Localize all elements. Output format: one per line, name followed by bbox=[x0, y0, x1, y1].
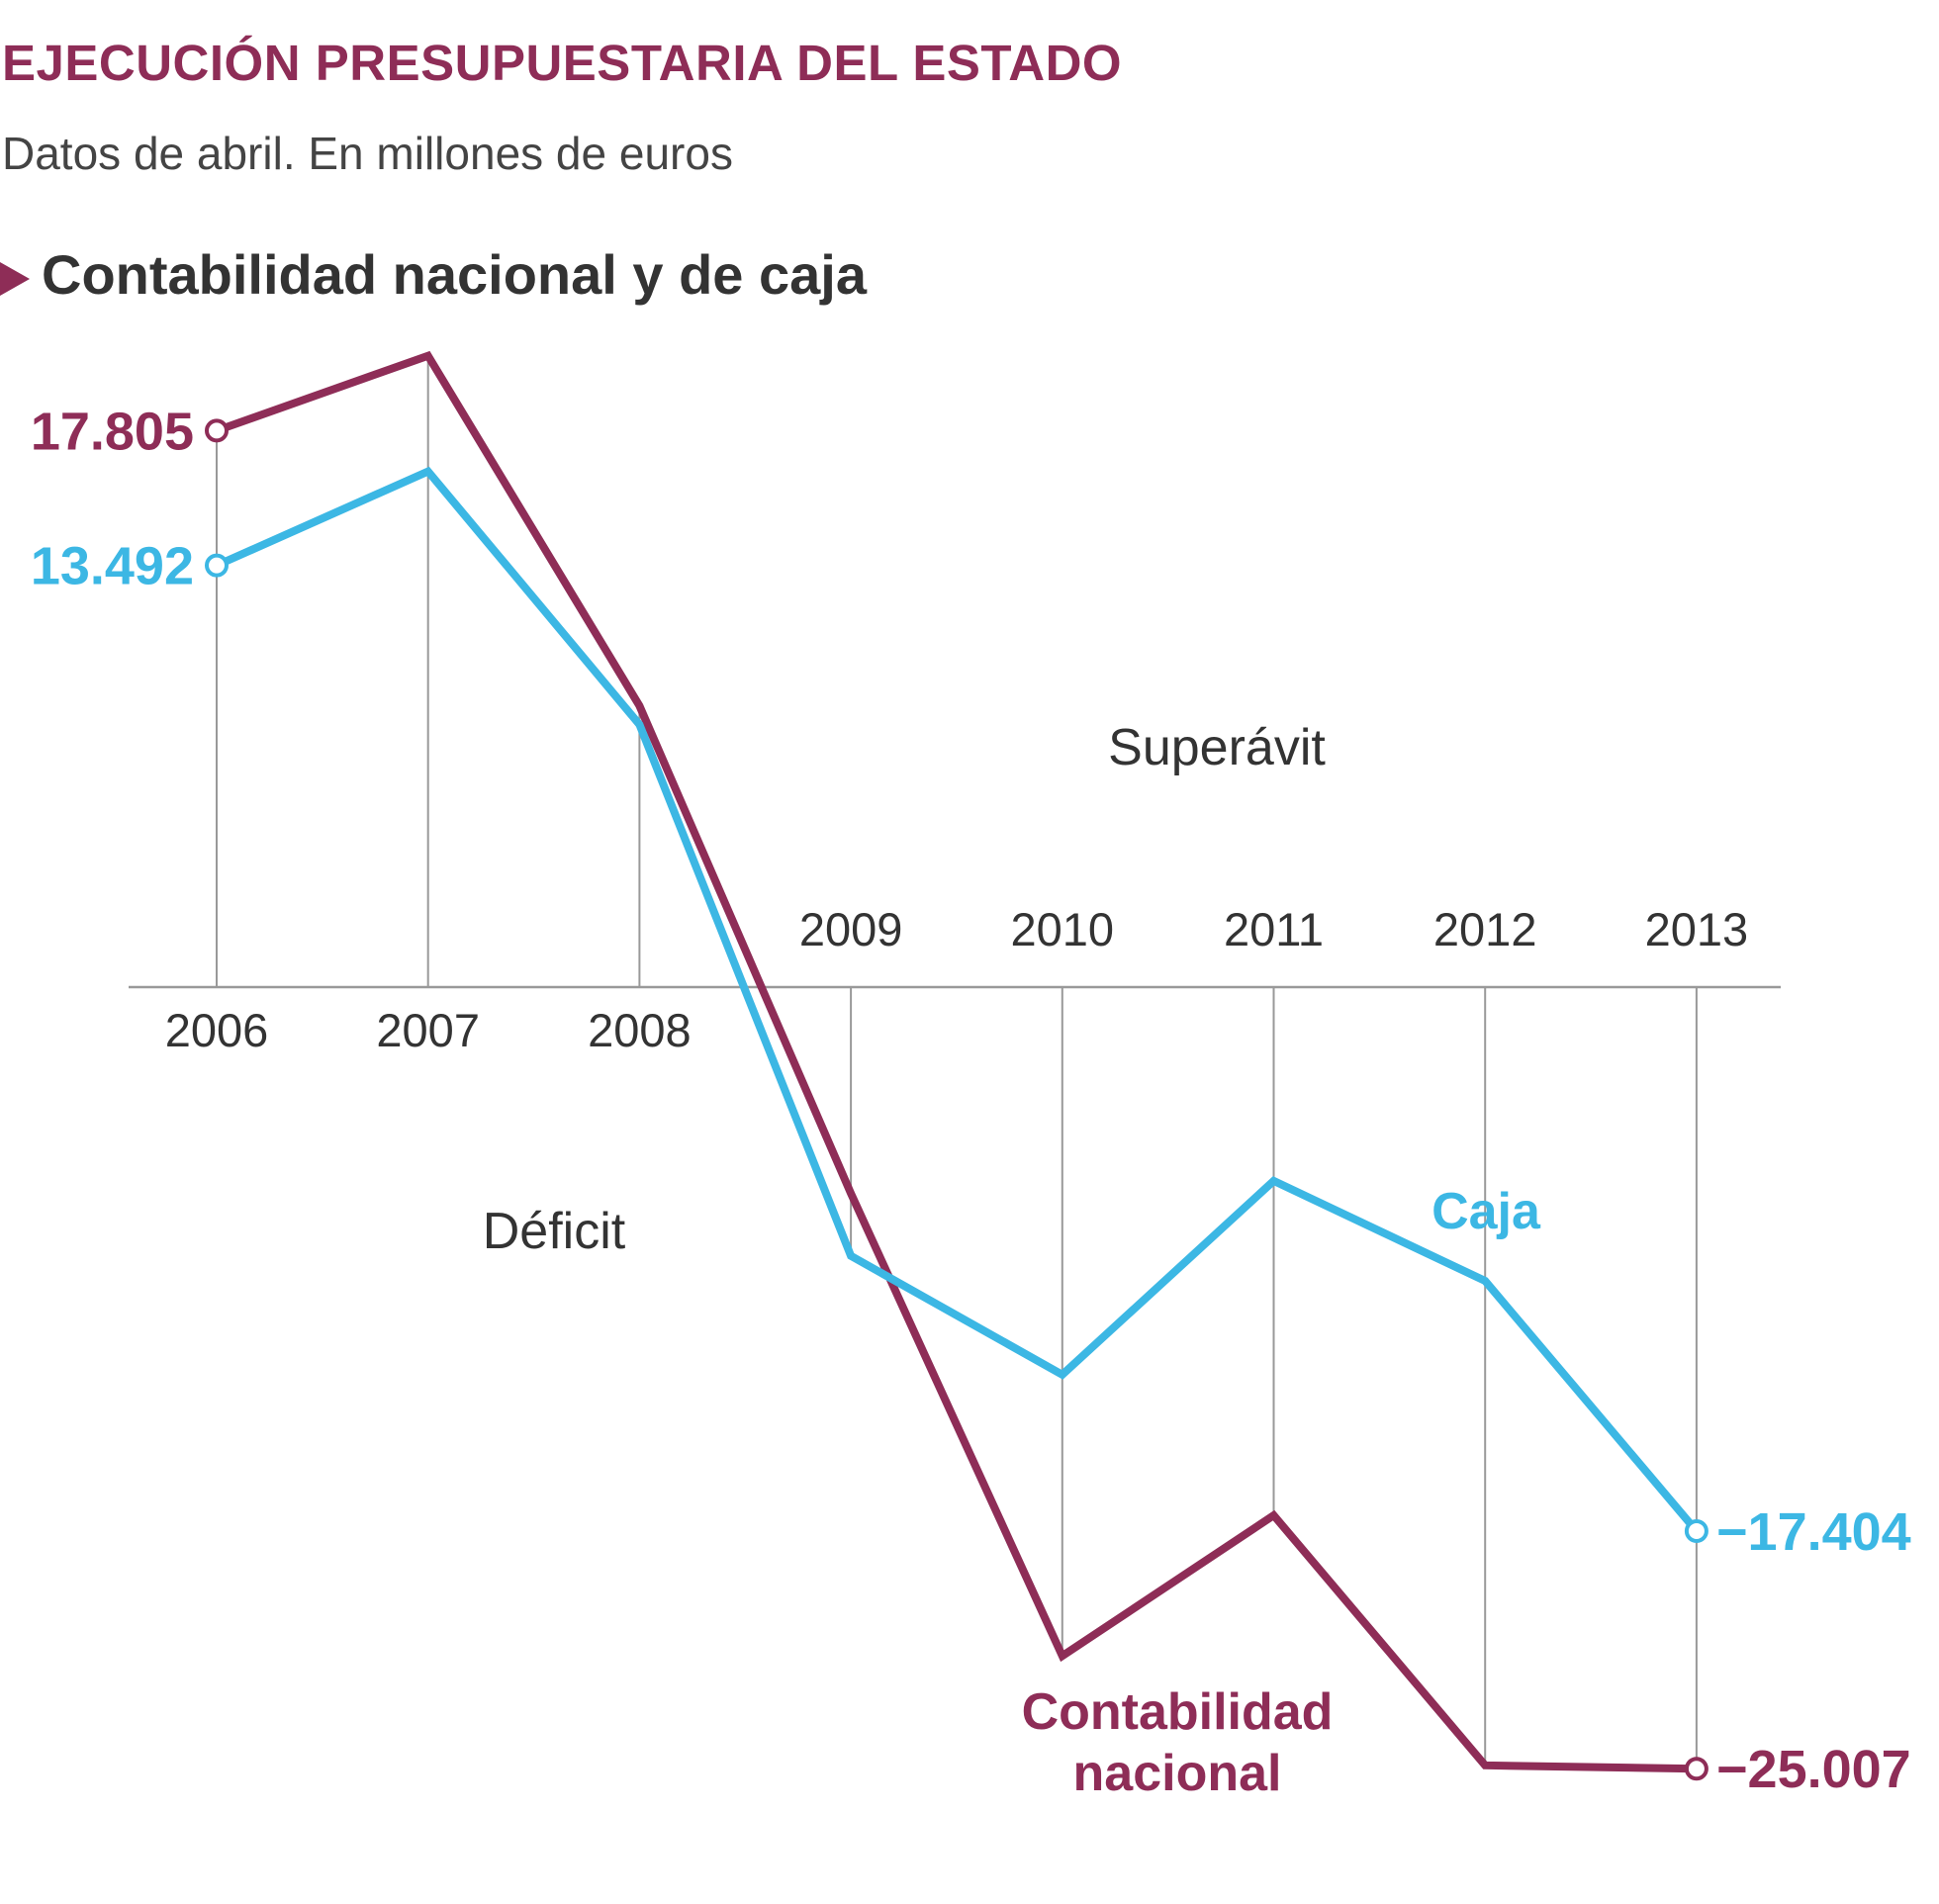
annotation-deficit: Déficit bbox=[483, 1203, 626, 1260]
series-line-caja bbox=[215, 466, 1700, 1534]
value-label-caja-end: −17.404 bbox=[1716, 1502, 1911, 1562]
x-tick-label-2013: 2013 bbox=[1645, 903, 1749, 955]
x-tick-label-2012: 2012 bbox=[1433, 903, 1537, 955]
annotation-nacional-2: nacional bbox=[1073, 1745, 1282, 1802]
section-bullet-icon bbox=[0, 262, 30, 296]
x-tick-label-2011: 2011 bbox=[1224, 903, 1324, 955]
value-label-caja-start: 13.492 bbox=[31, 537, 194, 596]
x-tick-label-2007: 2007 bbox=[376, 1004, 480, 1056]
series-line-contabilidad-nacional bbox=[215, 350, 1697, 1773]
value-label-nacional-start: 17.805 bbox=[31, 402, 194, 461]
x-tick-label-2008: 2008 bbox=[588, 1004, 692, 1056]
value-label-nacional-end: −25.007 bbox=[1716, 1740, 1911, 1799]
endpoint-marker bbox=[1684, 1518, 1708, 1543]
annotation-superavit: Superávit bbox=[1108, 719, 1326, 776]
endpoint-marker bbox=[1684, 1757, 1708, 1781]
x-tick-label-2006: 2006 bbox=[165, 1004, 269, 1056]
endpoint-marker bbox=[205, 418, 229, 443]
endpoint-marker bbox=[205, 553, 229, 578]
annotation-nacional-1: Contabilidad bbox=[1022, 1683, 1334, 1741]
annotation-caja: Caja bbox=[1431, 1183, 1541, 1240]
x-tick-label-2010: 2010 bbox=[1011, 903, 1115, 955]
section-title: Contabilidad nacional y de caja bbox=[42, 243, 867, 306]
x-tick-label-2009: 2009 bbox=[799, 903, 903, 955]
chart-title: EJECUCIÓN PRESUPUESTARIA DEL ESTADO bbox=[2, 35, 1123, 91]
chart-subtitle: Datos de abril. En millones de euros bbox=[2, 128, 733, 179]
